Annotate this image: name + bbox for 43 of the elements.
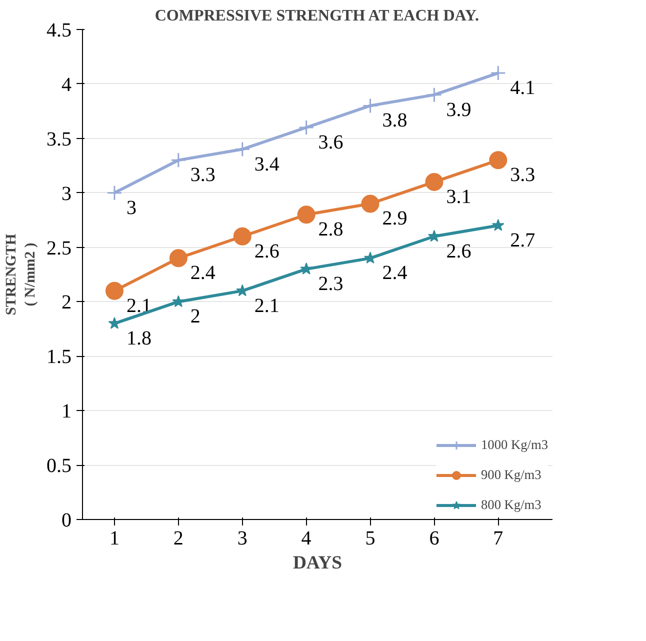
data-label: 2.4: [190, 262, 216, 284]
data-label: 3.3: [190, 164, 216, 186]
data-label: 2.1: [254, 294, 280, 317]
data-label: 2.9: [382, 208, 408, 230]
data-label: 2.6: [254, 240, 280, 262]
data-label: 2.7: [510, 230, 536, 252]
y-tick-label: 4.5: [46, 20, 72, 42]
data-label: 3: [126, 196, 136, 219]
x-axis-title: DAYS: [292, 552, 342, 574]
y-tick-label: 1: [62, 400, 72, 423]
y-tick-label: 2: [62, 292, 72, 314]
data-label: 2.4: [382, 262, 408, 284]
data-label: 3.6: [318, 132, 344, 154]
y-tick-label: 0: [62, 510, 72, 532]
x-tick-label: 4: [301, 528, 312, 550]
chart-title: COMPRESSIVE STRENGTH AT EACH DAY.: [154, 8, 479, 24]
y-tick-label: 0.5: [46, 455, 72, 478]
data-label: 2.8: [318, 218, 344, 241]
data-label: 2.6: [446, 240, 472, 262]
x-tick-label: 6: [429, 528, 440, 550]
x-tick-label: 7: [493, 528, 504, 550]
data-label: 3.3: [510, 164, 536, 186]
x-tick-label: 5: [365, 528, 376, 550]
data-label: 2.3: [318, 273, 344, 296]
data-label: 2: [190, 306, 200, 328]
legend-label: 800 Kg/m3: [480, 497, 542, 513]
y-tick-label: 3.5: [46, 128, 72, 150]
x-tick-label: 3: [237, 528, 248, 550]
x-tick-label: 2: [173, 528, 184, 550]
x-tick-label: 1: [109, 528, 120, 550]
legend-label: 1000 Kg/m3: [480, 437, 548, 453]
y-tick-label: 4: [62, 74, 72, 96]
y-tick-label: 1.5: [46, 346, 72, 368]
data-label: 3.8: [382, 110, 408, 132]
y-tick-label: 2.5: [46, 237, 72, 260]
data-label: 3.1: [446, 186, 472, 208]
data-label: 4.1: [510, 77, 536, 100]
data-label: 3.9: [446, 98, 472, 121]
y-axis-title: STRENGTH ( N/mm2 ): [3, 233, 38, 316]
data-label: 3.4: [254, 153, 280, 176]
data-label: 1.8: [126, 328, 152, 350]
y-tick-label: 3: [62, 182, 72, 205]
legend-label: 900 Kg/m3: [480, 467, 542, 483]
